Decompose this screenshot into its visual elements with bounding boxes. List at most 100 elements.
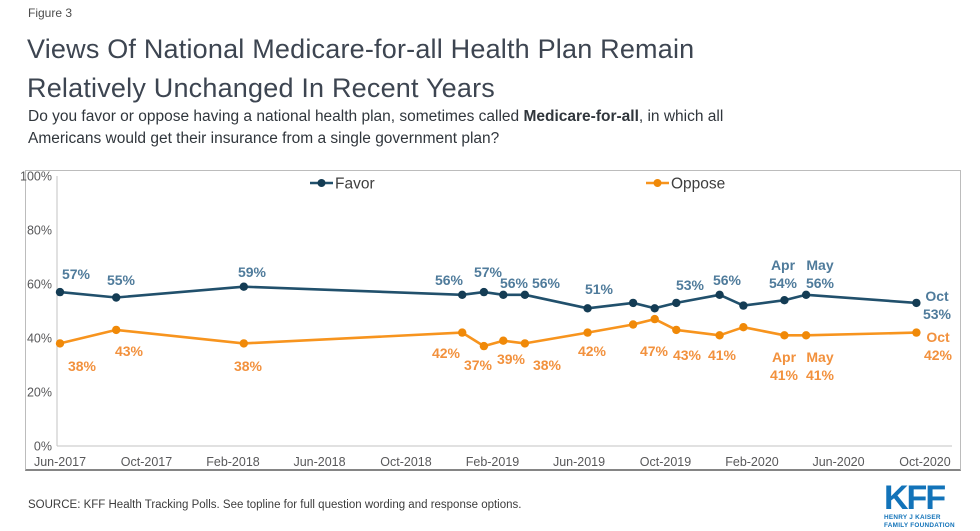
kff-logo-text: KFF [884,479,946,517]
oppose-point [650,314,659,324]
favor-point-label: 55% [107,272,136,288]
oppose-point [628,320,638,329]
x-tick-label: Oct-2018 [380,455,431,469]
y-tick-label: 100% [20,170,52,184]
page-title-line1: Views Of National Medicare-for-all Healt… [27,34,695,64]
source-note: SOURCE: KFF Health Tracking Polls. See t… [28,499,522,511]
x-tick-label: Jun-2018 [293,455,345,469]
favor-point-label: May [806,257,833,273]
oppose-point-label: 38% [234,358,263,374]
x-tick-label: Feb-2019 [466,455,520,469]
page-title-line2: Relatively Unchanged In Recent Years [27,73,495,103]
favor-point-label: 51% [585,281,614,297]
oppose-point [715,331,724,340]
x-tick-label: Feb-2020 [725,455,779,469]
oppose-point-label: 41% [806,367,835,383]
oppose-point-label: 42% [578,343,607,359]
favor-point-label: Apr [771,257,796,273]
favor-point-label: 56% [806,275,835,291]
oppose-point-label: 41% [770,367,799,383]
y-tick-label: 80% [27,224,52,238]
x-tick-label: Oct-2020 [899,455,950,469]
legend-oppose-marker [653,179,662,187]
oppose-point-label: Oct [926,329,950,345]
kff-logo-tagline-line2: FAMILY FOUNDATION [884,522,955,530]
page-title: Views Of National Medicare-for-all Healt… [27,30,694,108]
x-tick-label: Oct-2019 [640,455,691,469]
favor-line [59,285,917,310]
subtitle-line2: Americans would get their insurance from… [28,129,500,147]
oppose-point-label: 42% [432,345,461,361]
x-tick-label: Jun-2017 [34,455,86,469]
oppose-point [912,328,921,337]
legend-favor-label: Favor [335,176,375,193]
oppose-point-label: 38% [68,358,97,374]
favor-point [499,290,508,299]
favor-point-label: 56% [500,275,529,291]
favor-point [112,293,121,302]
favor-point [672,298,681,308]
x-tick-label: Jun-2020 [812,455,864,469]
favor-point-label: 57% [62,266,91,282]
favor-point-label: 56% [435,272,464,288]
oppose-point [239,339,248,348]
favor-point [239,282,248,291]
favor-point [628,298,638,308]
favor-point-label: 54% [769,275,798,291]
oppose-point-label: 42% [924,347,953,363]
y-tick-label: 0% [34,440,52,454]
favor-point [739,301,748,310]
favor-point-label: 53% [923,306,952,322]
favor-point [780,296,789,305]
oppose-point-label: 47% [640,343,669,359]
oppose-point [499,336,508,345]
favor-point [801,290,811,299]
favor-point [912,298,921,308]
oppose-point [780,331,789,340]
oppose-point [801,331,811,340]
favor-point [479,287,489,297]
x-tick-label: Feb-2018 [206,455,260,469]
oppose-point [583,328,592,337]
y-tick-label: 20% [27,386,52,400]
favor-point [583,304,592,313]
subtitle-prefix: Do you favor or oppose having a national… [28,108,524,125]
oppose-point-label: 43% [115,343,144,359]
oppose-point [112,325,121,335]
chart-plot-area [25,170,961,471]
oppose-point-label: 38% [533,357,562,373]
favor-point [55,287,65,297]
oppose-point [55,339,65,348]
x-tick-label: Jun-2019 [553,455,605,469]
oppose-point [672,325,681,335]
favor-point-label: 57% [474,264,503,280]
favor-point-label: Oct [925,288,949,304]
oppose-point-label: 39% [497,351,526,367]
oppose-point-label: Apr [772,349,797,365]
favor-point-label: 53% [676,277,705,293]
oppose-point-label: May [806,349,833,365]
oppose-point-label: 43% [673,347,702,363]
favor-point [650,304,659,313]
kff-logo-tagline-line1: HENRY J KAISER [884,514,941,521]
legend-favor-marker [317,179,326,187]
subtitle-bold: Medicare-for-all [523,108,639,125]
subtitle-after: , in which all [638,108,724,125]
oppose-point-label: 37% [464,357,493,373]
oppose-point [458,328,467,337]
oppose-line [59,317,917,348]
oppose-point [520,339,530,348]
legend-oppose-label: Oppose [671,176,725,193]
favor-point [458,290,467,299]
oppose-point [479,341,489,351]
oppose-point [739,323,748,332]
y-tick-label: 60% [27,278,52,292]
kff-logo: KFF HENRY J KAISER FAMILY FOUNDATION [884,479,964,530]
y-tick-label: 40% [27,332,52,346]
favor-point [715,290,724,299]
favor-point-label: 56% [532,275,561,291]
favor-point [520,290,530,299]
x-tick-label: Oct-2017 [121,455,172,469]
favor-point-label: 56% [713,272,742,288]
